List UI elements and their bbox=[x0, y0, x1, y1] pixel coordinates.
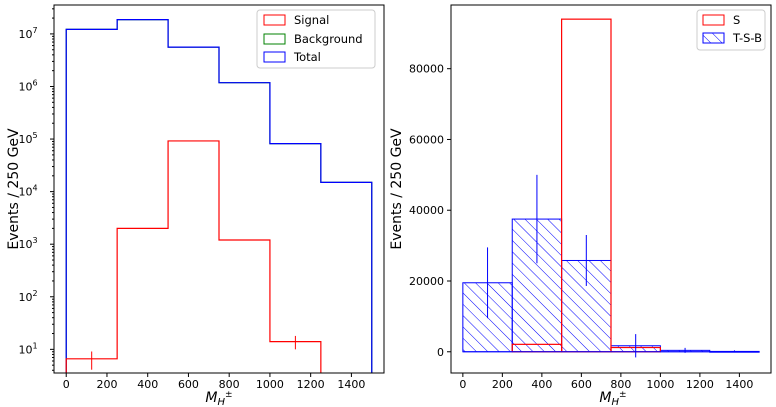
right-x-axis-label: MH± bbox=[599, 390, 626, 407]
right-x-tick-label: 800 bbox=[610, 378, 631, 391]
right-y-tick-label: 80000 bbox=[409, 63, 444, 76]
right-x-tick-label: 200 bbox=[492, 378, 513, 391]
right-y-tick-label: 40000 bbox=[409, 204, 444, 217]
right-chart-panel: 0 200 400 600 800 1000 1200 1400 0 20000 40000 600… bbox=[389, 4, 772, 407]
left-y-tick-label: 104 bbox=[18, 184, 37, 199]
right-y-axis-label: Events / 250 GeV bbox=[389, 128, 405, 250]
right-x-tick-label: 1200 bbox=[686, 378, 714, 391]
left-legend-box bbox=[256, 9, 376, 69]
left-x-tick-label: 1000 bbox=[256, 378, 284, 391]
legend-swatch-s bbox=[702, 14, 725, 26]
left-x-axis: 0 200 400 600 800 1000 1200 1400 bbox=[63, 373, 365, 391]
left-legend: Signal Background Total bbox=[256, 9, 376, 69]
left-x-tick-label: 1200 bbox=[297, 378, 325, 391]
right-x-tick-label: 1400 bbox=[725, 378, 753, 391]
left-y-tick-label: 102 bbox=[18, 289, 37, 304]
left-y-tick-label: 107 bbox=[18, 26, 37, 41]
right-x-tick-label: 1000 bbox=[646, 378, 674, 391]
right-x-axis: 0 200 400 600 800 1000 1200 1400 bbox=[459, 373, 753, 391]
left-y-tick-label: 101 bbox=[18, 341, 37, 356]
right-y-tick-label: 60000 bbox=[409, 133, 444, 146]
left-y-tick-label: 106 bbox=[18, 78, 37, 93]
right-plot-frame bbox=[450, 4, 772, 374]
legend-swatch-background bbox=[263, 33, 286, 45]
right-x-tick-label: 600 bbox=[571, 378, 592, 391]
left-x-tick-label: 600 bbox=[178, 378, 199, 391]
right-y-tick-label: 0 bbox=[437, 346, 444, 359]
legend-swatch-signal bbox=[263, 14, 286, 26]
left-x-tick-label: 0 bbox=[63, 378, 70, 391]
legend-label-signal: Signal bbox=[294, 13, 329, 27]
legend-label-background: Background bbox=[294, 32, 363, 46]
legend-label-s: S bbox=[733, 13, 740, 27]
left-y-axis-label: Events / 250 GeV bbox=[6, 128, 22, 250]
legend-swatch-total bbox=[263, 51, 286, 63]
right-x-tick-label: 0 bbox=[459, 378, 466, 391]
left-y-tick-label: 103 bbox=[18, 236, 37, 251]
left-chart-panel: 0 200 400 600 800 1000 1200 1400 10110210310410… bbox=[6, 4, 385, 407]
right-x-tick-label: 400 bbox=[531, 378, 552, 391]
right-legend: S T-S-B bbox=[696, 9, 766, 51]
right-y-axis: 0 20000 40000 60000 80000 bbox=[409, 63, 451, 359]
right-y-tick-label: 20000 bbox=[409, 275, 444, 288]
left-y-axis: 101 102 103 104 105 106 107 bbox=[18, 8, 54, 371]
legend-label-t-s-b: T-S-B bbox=[732, 31, 762, 45]
legend-swatch-t-s-b bbox=[702, 32, 725, 44]
left-plot-marks bbox=[65, 19, 373, 373]
left-plot-frame bbox=[53, 4, 385, 374]
left-x-tick-label: 200 bbox=[96, 378, 117, 391]
left-x-tick-label: 400 bbox=[137, 378, 158, 391]
right-plot-marks bbox=[462, 18, 760, 358]
left-x-tick-label: 1400 bbox=[337, 378, 365, 391]
legend-label-total: Total bbox=[293, 50, 321, 64]
step-line-signal bbox=[65, 140, 322, 373]
left-x-tick-label: 800 bbox=[219, 378, 240, 391]
left-x-axis-label: MH± bbox=[205, 390, 232, 407]
step-line-total bbox=[65, 19, 373, 373]
left-y-tick-label: 105 bbox=[18, 131, 37, 146]
